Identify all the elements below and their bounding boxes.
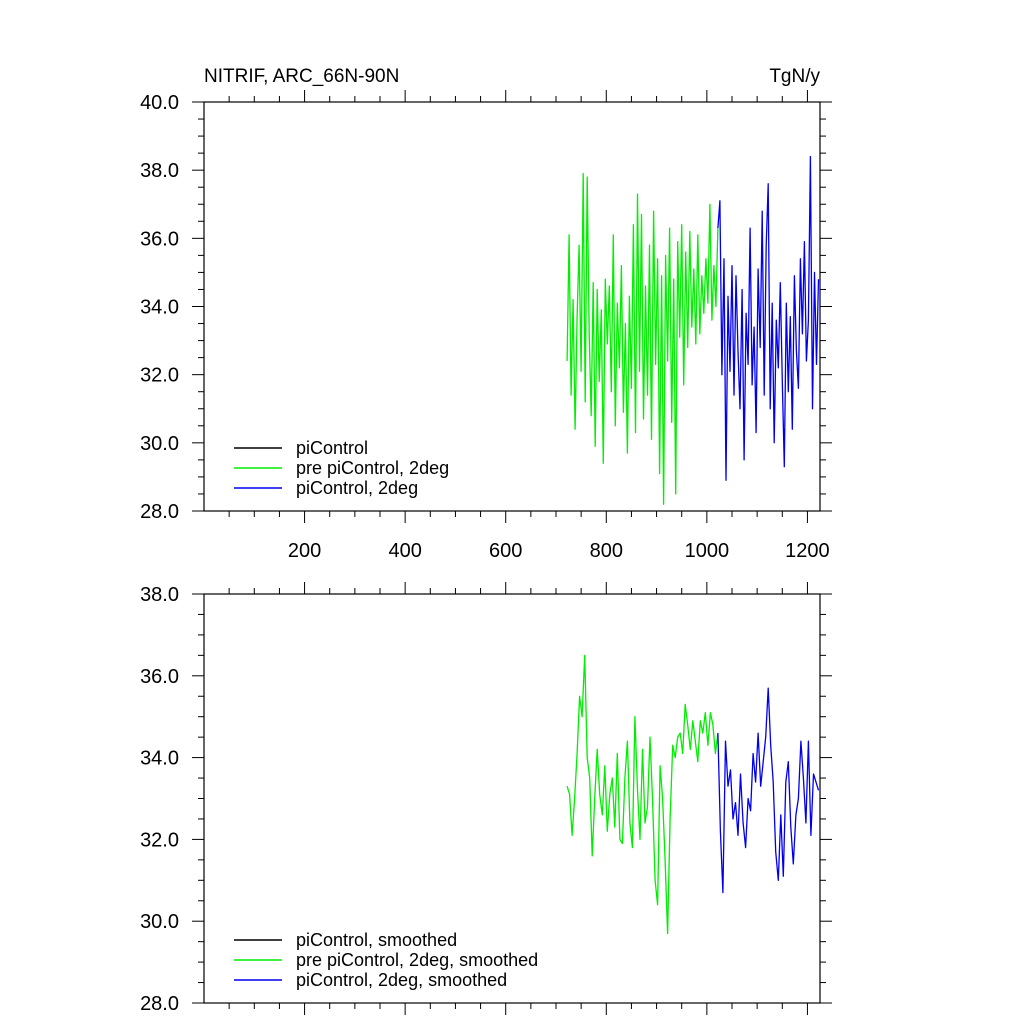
top-panel: NITRIF, ARC_66N-90N TgN/y 28.0 30.0 32.0 34…: [140, 66, 832, 562]
x-tick-label: 1200: [785, 540, 830, 562]
series-line-green: [566, 172, 719, 505]
legend-label: piControl, smoothed: [296, 930, 457, 950]
legend-label: piControl: [296, 438, 368, 458]
y-tick-label: 34.0: [140, 297, 179, 319]
legend-label: piControl, 2deg, smoothed: [296, 970, 507, 990]
y-tick-label: 34.0: [140, 748, 179, 770]
chart-title: NITRIF, ARC_66N-90N: [204, 66, 399, 87]
legend-label: piControl, 2deg: [296, 478, 418, 498]
y-tick-label: 36.0: [140, 228, 179, 250]
series-line-blue: [717, 155, 820, 481]
y-tick-label: 28.0: [140, 993, 179, 1015]
x-tick-label: 800: [590, 540, 623, 562]
series-line-blue: [717, 687, 820, 894]
x-tick-label: 400: [388, 540, 421, 562]
bottom-panel: 28.0 30.0 32.0 34.0 36.0 38.0 piControl, smoo…: [140, 582, 832, 1015]
x-tick-label: 600: [489, 540, 522, 562]
x-tick-labels: 200 400 600 800 1000 1200: [288, 540, 830, 562]
legend-label: pre piControl, 2deg: [296, 458, 449, 478]
tick-marks: [192, 582, 832, 1015]
y-tick-labels: 28.0 30.0 32.0 34.0 36.0 38.0 40.0: [140, 92, 179, 523]
y-tick-label: 38.0: [140, 160, 179, 182]
y-tick-label: 32.0: [140, 829, 179, 851]
y-tick-label: 36.0: [140, 666, 179, 688]
y-tick-labels: 28.0 30.0 32.0 34.0 36.0 38.0: [140, 584, 179, 1015]
legend-label: pre piControl, 2deg, smoothed: [296, 950, 538, 970]
y-tick-label: 38.0: [140, 584, 179, 606]
y-tick-label: 30.0: [140, 911, 179, 933]
tick-marks: [192, 90, 832, 523]
series-line-green: [566, 654, 719, 935]
y-tick-label: 30.0: [140, 433, 179, 455]
y-tick-label: 28.0: [140, 501, 179, 523]
series-group: [566, 654, 820, 935]
units-label: TgN/y: [769, 66, 820, 87]
y-tick-label: 32.0: [140, 365, 179, 387]
y-tick-label: 40.0: [140, 92, 179, 114]
x-tick-label: 1000: [685, 540, 730, 562]
series-group: [566, 155, 820, 505]
x-tick-label: 200: [288, 540, 321, 562]
